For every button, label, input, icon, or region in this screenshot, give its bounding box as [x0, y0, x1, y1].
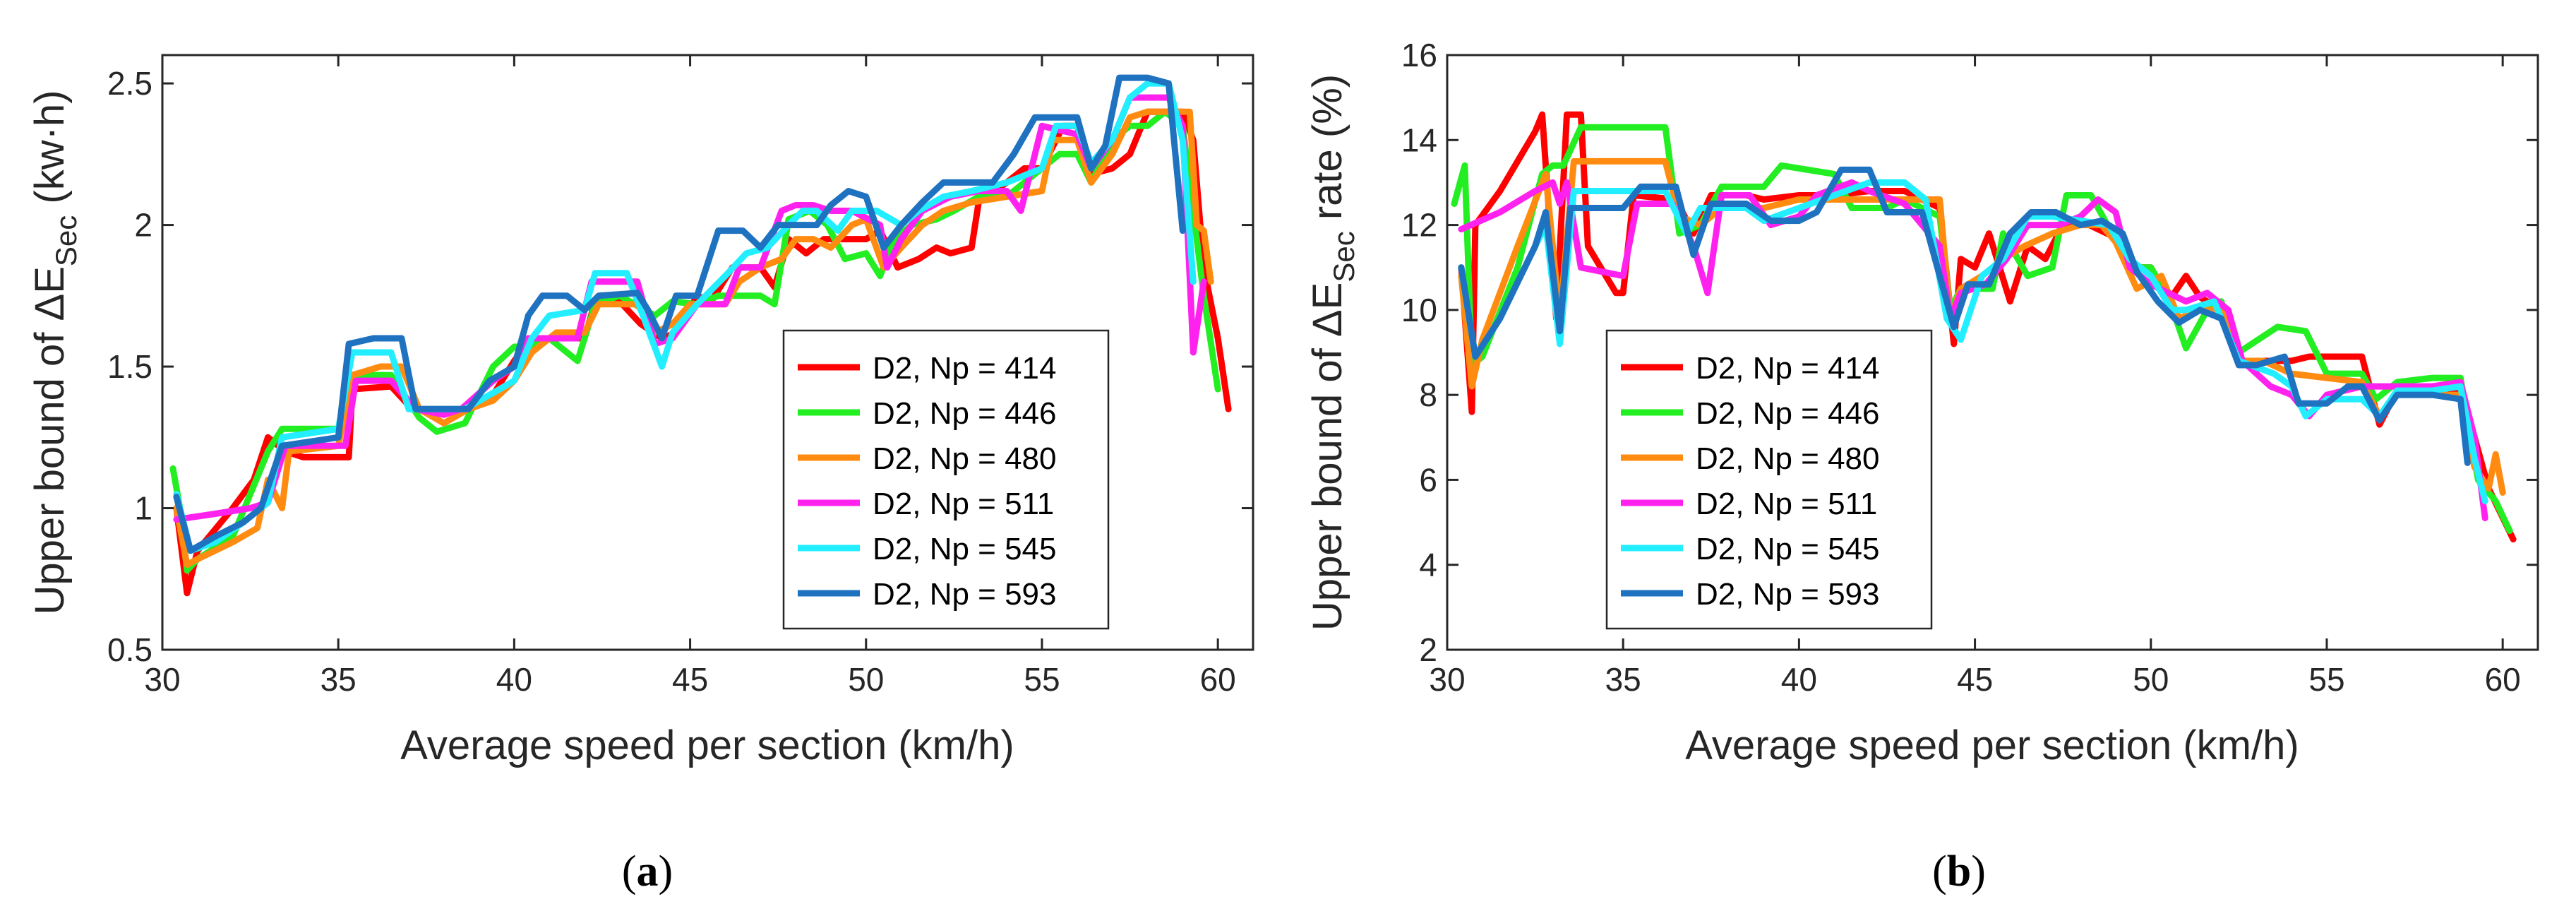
y-tick-label: 4: [1419, 547, 1437, 583]
y-tick-label: 2: [134, 207, 152, 244]
series-line-593: [173, 74, 1186, 554]
y-tick-label: 8: [1419, 376, 1437, 413]
panel-label-a: (a): [622, 847, 673, 896]
plot-lines-b: [1451, 111, 2517, 543]
x-axis-ticks-b: 30 35 40 45 50 55 60: [1429, 55, 2521, 698]
x-tick-label: 45: [672, 661, 708, 698]
y-tick-label: 10: [1401, 292, 1437, 328]
chart-panel-b: 30 35 40 45 50 55 60 2 4 6 8 10 12 14 16 Average spee…: [1305, 37, 2539, 896]
y-tick-label: 1: [134, 490, 152, 527]
x-tick-label: 50: [2133, 661, 2169, 698]
y-axis-ticks-b: 2 4 6 8 10 12 14 16: [1401, 37, 2538, 668]
series-line-446: [1451, 124, 2513, 535]
plot-area-frame-b: [1446, 54, 2539, 651]
y-tick-label: 0.5: [107, 631, 152, 668]
chart-panel-a: 30 35 40 45 50 55 60 0.5 1 1.5 2 2.5 Average speed…: [27, 54, 1254, 896]
legend-a: D2, Np = 414 D2, Np = 446 D2, Np = 480 D2, …: [782, 329, 1110, 630]
legend-box-a: [782, 329, 1110, 630]
y-tick-label: 14: [1401, 121, 1437, 158]
legend-label: D2, Np = 480: [873, 441, 1057, 476]
y-tick-label: 6: [1419, 461, 1437, 498]
x-tick-label: 35: [1605, 661, 1641, 698]
x-tick-label: 35: [320, 661, 357, 698]
plot-lines-a: [169, 74, 1232, 597]
x-tick-label: 40: [1781, 661, 1817, 698]
x-axis-label-a: Average speed per section (km/h): [400, 722, 1014, 768]
plot-area-frame-a: [161, 54, 1254, 651]
x-axis-label-b: Average speed per section (km/h): [1685, 722, 2299, 768]
x-tick-label: 55: [2308, 661, 2344, 698]
series-line-545: [173, 80, 1197, 554]
legend-label: D2, Np = 545: [873, 532, 1057, 566]
series-line-593: [1458, 166, 2471, 466]
legend-label: D2, Np = 593: [873, 577, 1057, 612]
x-tick-label: 30: [144, 661, 180, 698]
legend-label: D2, Np = 545: [1696, 532, 1880, 566]
y-tick-label: 1.5: [107, 348, 152, 385]
x-tick-label: 45: [1957, 661, 1993, 698]
legend-label: D2, Np = 511: [1696, 487, 1877, 521]
legend-label: D2, Np = 414: [1696, 351, 1880, 386]
y-tick-label: 16: [1401, 37, 1437, 73]
x-axis-ticks-a: 30 35 40 45 50 55 60: [144, 55, 1236, 698]
y-axis-ticks-a: 0.5 1 1.5 2 2.5: [107, 65, 1253, 668]
y-tick-label: 12: [1401, 207, 1437, 244]
legend-label: D2, Np = 511: [873, 487, 1054, 521]
legend-label: D2, Np = 593: [1696, 577, 1880, 612]
x-tick-label: 60: [1200, 661, 1236, 698]
legend-label: D2, Np = 480: [1696, 441, 1880, 476]
x-tick-label: 40: [496, 661, 532, 698]
x-tick-label: 55: [1024, 661, 1060, 698]
legend-label: D2, Np = 446: [1696, 396, 1880, 431]
legend-label: D2, Np = 414: [873, 351, 1057, 386]
x-tick-label: 30: [1429, 661, 1465, 698]
y-axis-label-a: Upper bound of ΔESec (kw·h): [27, 90, 83, 615]
series-line-545: [1458, 179, 2488, 504]
x-tick-label: 50: [848, 661, 884, 698]
legend-b: D2, Np = 414 D2, Np = 446 D2, Np = 480 D2, …: [1605, 329, 1933, 630]
y-axis-label-b: Upper bound of ΔESec rate (%): [1305, 74, 1360, 631]
y-tick-label: 2.5: [107, 65, 152, 102]
legend-box-b: [1605, 329, 1933, 630]
legend-label: D2, Np = 446: [873, 396, 1057, 431]
x-tick-label: 60: [2485, 661, 2521, 698]
panel-label-b: (b): [1932, 847, 1986, 896]
y-tick-label: 2: [1419, 631, 1437, 668]
